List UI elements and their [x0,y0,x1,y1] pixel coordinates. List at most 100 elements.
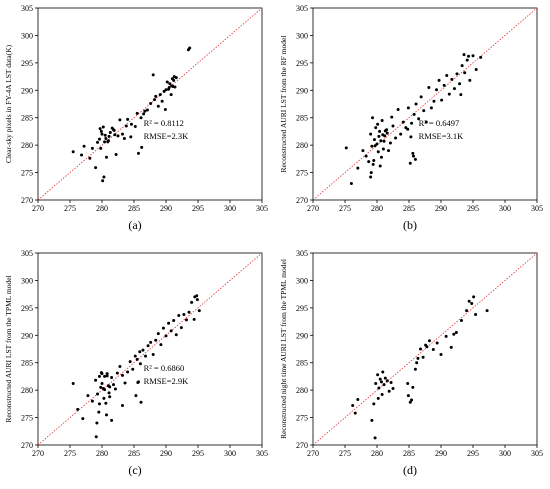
data-point [485,309,489,313]
data-point [380,393,384,397]
y-tick-label: 295 [296,59,308,68]
data-point [81,417,85,421]
x-tick-label: 285 [128,204,140,213]
data-point [195,298,199,302]
data-point [110,418,114,422]
data-point [101,179,105,183]
r-squared-annotation: R² = 0.8112 [144,118,184,128]
data-point [383,129,387,133]
data-point [415,361,419,365]
y-tick-label: 295 [21,304,33,313]
y-tick-label: 300 [21,31,33,40]
data-point [90,399,94,403]
data-point [165,80,169,84]
x-tick-label: 305 [256,449,268,458]
data-point [389,380,393,384]
data-point [160,99,164,103]
data-point [455,72,459,76]
data-point [349,182,353,186]
data-point [470,301,474,305]
data-point [169,93,173,97]
data-point [151,352,155,356]
y-tick-label: 295 [296,304,308,313]
x-axis-label: Converted station-measured LST (K) [365,459,484,460]
y-tick-label: 290 [296,331,308,340]
scatter-plot-d: 270 275 280 285 290 295 300 305 270 275 280 285 290 2… [279,249,543,460]
x-tick-label: 275 [64,204,76,213]
data-point [114,152,118,156]
data-point [113,387,117,391]
data-point [465,309,469,313]
data-point [417,117,421,121]
data-point [82,144,86,148]
data-point [154,338,158,342]
data-point [472,295,476,299]
data-point [143,109,147,113]
panel-d: 270 275 280 285 290 295 300 305 270 275 280 285 290 2… [275,245,545,485]
data-point [406,394,410,398]
x-tick-label: 270 [307,449,319,458]
data-point [383,376,387,380]
data-point [113,133,117,137]
data-point [190,300,194,304]
data-point [467,299,471,303]
data-point [184,318,188,322]
data-point [161,326,165,330]
data-point [76,407,80,411]
y-tick-label: 285 [21,359,33,368]
x-tick-label: 280 [371,449,383,458]
data-point [452,87,456,91]
data-point [361,149,365,153]
data-point [149,340,153,344]
y-tick-label: 270 [21,441,33,450]
reference-line-1to1 [312,7,538,201]
y-tick-label: 275 [21,414,33,423]
data-point [94,435,98,439]
data-point [374,382,378,386]
x-tick-label: 300 [224,449,236,458]
data-point [98,127,102,131]
rmse-annotation: RMSE=2.3K [144,131,190,141]
data-point [158,93,162,97]
data-point [427,339,431,343]
panel-label-c: (c) [128,463,142,477]
data-point [387,149,391,153]
data-point [146,344,150,348]
x-tick-label: 280 [96,449,108,458]
data-point [401,120,405,124]
y-tick-label: 290 [21,86,33,95]
data-point [86,394,90,398]
x-axis-label: Converted station-measured LST (K) [365,214,484,215]
y-axis-label: Reconstructed AURI LST from the TPML mod… [4,275,13,422]
data-point [100,372,104,376]
x-tick-label: 285 [403,449,415,458]
y-axis-label: Reconstructed night time AURI LST from t… [279,259,288,439]
x-tick-label: 295 [192,204,204,213]
y-tick-label: 305 [296,4,308,13]
scatter-plot-b: 270 275 280 285 290 295 300 305 270 275 280 285 290 2… [279,4,543,215]
y-tick-label: 290 [21,331,33,340]
r-squared-annotation: R² = 0.6497 [419,118,460,128]
data-point [144,354,148,358]
data-point [379,139,383,143]
y-tick-label: 300 [21,276,33,285]
reference-line-1to1 [312,252,538,446]
data-point [356,166,360,170]
data-point [408,161,412,165]
rmse-annotation: RMSE=3.1K [419,131,465,141]
data-point [394,136,398,140]
data-point [376,396,380,400]
data-point [445,73,449,77]
data-point [104,413,108,417]
y-tick-label: 275 [296,169,308,178]
data-point [99,385,103,389]
panel-label-a: (a) [128,218,142,232]
data-point [381,133,385,137]
data-point [139,116,143,120]
data-point [100,382,104,386]
data-point [96,140,100,144]
data-point [135,357,139,361]
x-tick-label: 300 [499,204,511,213]
data-point [108,131,112,135]
x-tick-label: 270 [307,204,319,213]
